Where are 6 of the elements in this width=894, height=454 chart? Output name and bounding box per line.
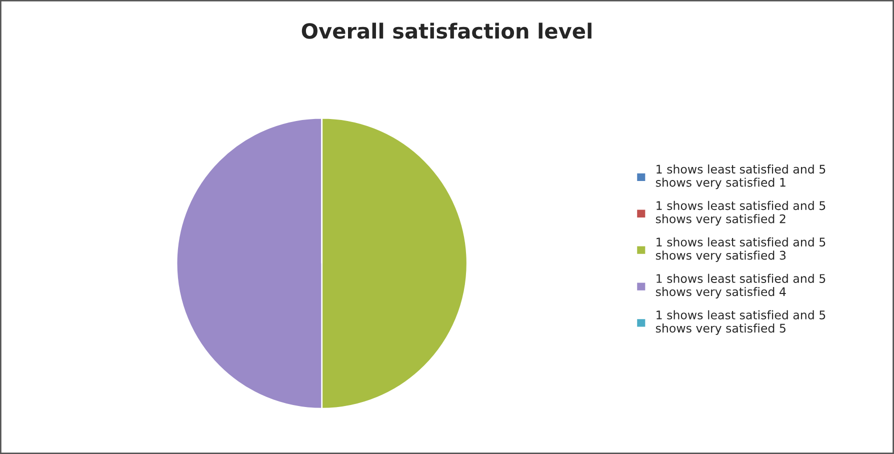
legend-label: 1 shows least satisfied and 5 shows very satisfied 2: [656, 200, 826, 226]
chart-title: Overall satisfaction level: [302, 22, 592, 39]
legend-label: 1 shows least satisfied and 5 shows very satisfied 4: [656, 274, 826, 298]
legend-label: 1 shows least satisfied and 5 shows very satisfied 3: [656, 237, 826, 262]
legend-label: 1 shows least satisfied and 5 shows very satisfied 1: [656, 164, 826, 190]
legend-label: 1 shows least satisfied and 5 shows very satisfied 5: [656, 310, 826, 335]
